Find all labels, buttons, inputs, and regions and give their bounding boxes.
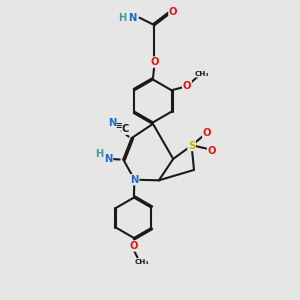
Text: CH₃: CH₃ bbox=[134, 259, 148, 265]
Text: ≡: ≡ bbox=[114, 121, 122, 130]
Text: O: O bbox=[150, 57, 159, 67]
Text: H: H bbox=[118, 13, 126, 23]
Text: C: C bbox=[122, 124, 129, 134]
Text: N: N bbox=[104, 154, 112, 164]
Text: O: O bbox=[183, 81, 191, 91]
Text: S: S bbox=[188, 140, 195, 151]
Text: O: O bbox=[130, 241, 138, 251]
Text: H: H bbox=[95, 149, 103, 159]
Text: O: O bbox=[208, 146, 216, 156]
Text: CH₃: CH₃ bbox=[195, 71, 209, 77]
Text: O: O bbox=[169, 7, 177, 17]
Text: N: N bbox=[130, 175, 139, 185]
Text: N: N bbox=[129, 13, 137, 23]
Text: N: N bbox=[108, 118, 116, 128]
Text: O: O bbox=[203, 128, 211, 138]
